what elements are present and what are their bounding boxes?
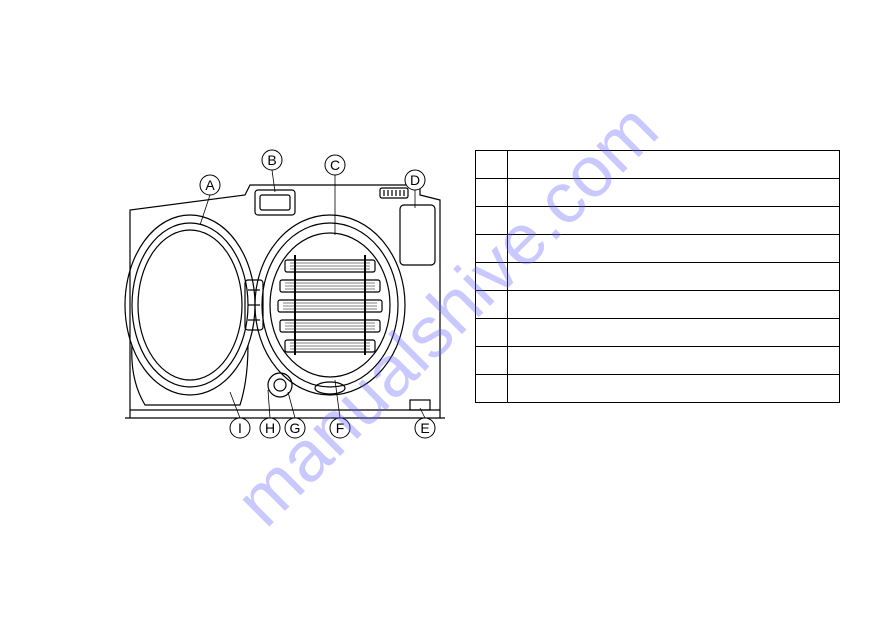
svg-text:H: H	[265, 420, 275, 436]
callout-G: G	[285, 418, 305, 438]
callout-C: C	[325, 155, 345, 175]
table-cell-label	[476, 263, 508, 291]
table-cell-label	[476, 319, 508, 347]
table-cell-desc	[508, 235, 840, 263]
table-cell-label	[476, 291, 508, 319]
table-row	[476, 207, 840, 235]
svg-text:B: B	[267, 152, 276, 168]
svg-text:G: G	[290, 420, 301, 436]
callout-B: B	[262, 150, 282, 170]
table-cell-label	[476, 207, 508, 235]
table-cell-label	[476, 235, 508, 263]
table-body	[476, 151, 840, 403]
svg-text:F: F	[336, 420, 345, 436]
table-row	[476, 263, 840, 291]
table-cell-desc	[508, 179, 840, 207]
table-cell-label	[476, 347, 508, 375]
table-row	[476, 151, 840, 179]
table-cell-desc	[508, 207, 840, 235]
table-cell-desc	[508, 347, 840, 375]
table-cell-desc	[508, 375, 840, 403]
callout-I: I	[230, 418, 250, 438]
table-row	[476, 179, 840, 207]
callout-H: H	[260, 418, 280, 438]
table-row	[476, 235, 840, 263]
callout-A: A	[200, 175, 220, 195]
table-cell-desc	[508, 263, 840, 291]
svg-text:C: C	[330, 157, 340, 173]
svg-text:E: E	[420, 420, 429, 436]
callout-D: D	[405, 170, 425, 190]
table-cell-desc	[508, 291, 840, 319]
svg-text:D: D	[410, 172, 420, 188]
callout-F: F	[330, 418, 350, 438]
table-row	[476, 319, 840, 347]
table-row	[476, 291, 840, 319]
parts-legend-table	[475, 150, 840, 403]
table-cell-desc	[508, 151, 840, 179]
autoclave-diagram: A B C D E F G	[70, 130, 450, 450]
table-row	[476, 375, 840, 403]
table-row	[476, 347, 840, 375]
callout-E: E	[415, 418, 435, 438]
table-cell-label	[476, 375, 508, 403]
table-cell-label	[476, 151, 508, 179]
table-cell-desc	[508, 319, 840, 347]
svg-text:A: A	[205, 177, 215, 193]
table-cell-label	[476, 179, 508, 207]
svg-text:I: I	[238, 420, 242, 436]
